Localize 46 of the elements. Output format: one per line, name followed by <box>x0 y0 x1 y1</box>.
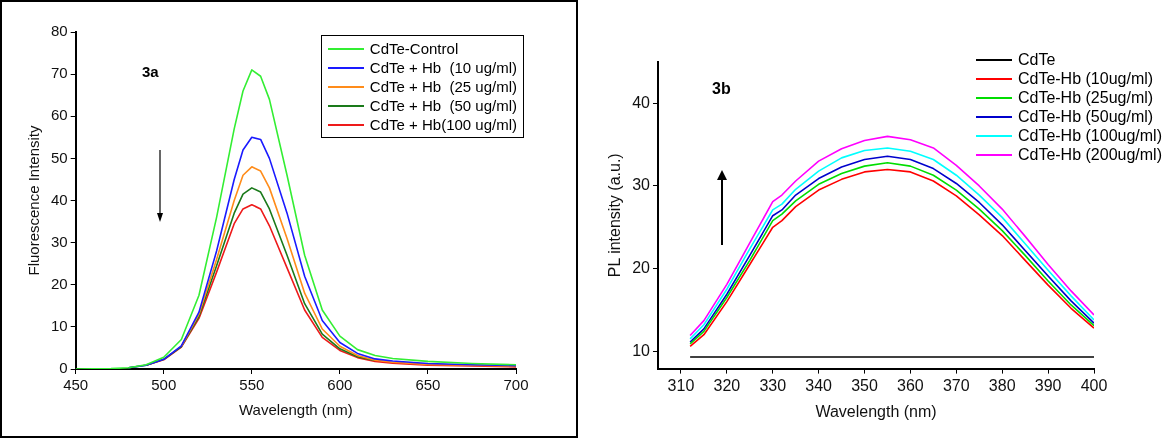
legend-label: CdTe + Hb (10 ug/ml) <box>369 58 517 77</box>
x-tick-label: 450 <box>63 376 89 394</box>
x-tick-label: 600 <box>327 376 353 394</box>
x-tick-label: 500 <box>151 376 177 394</box>
y-tick-label: 20 <box>632 259 651 277</box>
y-tick-label: 40 <box>51 190 68 208</box>
x-axis-title: Wavelength (nm) <box>815 402 937 420</box>
legend-label: CdTe-Hb (200ug/ml) <box>1017 145 1162 164</box>
y-tick-label: 50 <box>51 148 68 166</box>
y-tick-label: 10 <box>632 341 651 359</box>
x-tick-label: 350 <box>851 376 878 394</box>
legend-label: CdTe-Hb (50ug/ml) <box>1017 107 1154 126</box>
y-tick-label: 70 <box>51 64 68 82</box>
legend-label: CdTe-Hb (25ug/ml) <box>1017 88 1154 107</box>
legend-label: CdTe + Hb(100 ug/ml) <box>369 115 517 134</box>
legend-label: CdTe-Hb (100ug/ml) <box>1017 126 1162 145</box>
x-tick-label: 330 <box>759 376 787 394</box>
legend-label: CdTe + Hb (25 ug/ml) <box>369 77 517 96</box>
y-axis-title: Fluorescence Intensity <box>25 124 43 276</box>
y-tick-label: 20 <box>51 274 68 292</box>
x-axis-title: Wavelength (nm) <box>239 401 353 419</box>
y-tick-label: 30 <box>51 232 68 250</box>
legend-label: CdTe-Hb (10ug/ml) <box>1017 69 1154 88</box>
x-tick-label: 310 <box>667 376 695 394</box>
x-tick-label: 380 <box>988 376 1016 394</box>
x-tick-label: 390 <box>1034 376 1062 394</box>
x-tick-label: 650 <box>415 376 441 394</box>
x-tick-label: 320 <box>713 376 741 394</box>
annotation: 3a <box>142 63 160 80</box>
y-tick-label: 60 <box>51 106 68 124</box>
legend-label: CdTe-Control <box>369 39 459 58</box>
x-tick-label: 700 <box>503 376 529 394</box>
y-tick-label: 80 <box>51 22 68 40</box>
x-tick-label: 550 <box>239 376 265 394</box>
annotation: 3b <box>712 80 731 97</box>
x-tick-label: 340 <box>805 376 833 394</box>
y-tick-label: 10 <box>51 317 68 335</box>
x-tick-label: 400 <box>1080 376 1108 394</box>
y-tick-label: 0 <box>59 359 68 377</box>
y-tick-label: 30 <box>632 176 651 194</box>
legend-label: CdTe + Hb (50 ug/ml) <box>369 96 517 115</box>
x-tick-label: 370 <box>942 376 970 394</box>
y-axis-title: PL intensity (a.u.) <box>606 153 624 278</box>
legend-label: CdTe <box>1017 50 1056 69</box>
y-tick-label: 40 <box>632 93 651 111</box>
x-tick-label: 360 <box>897 376 924 394</box>
